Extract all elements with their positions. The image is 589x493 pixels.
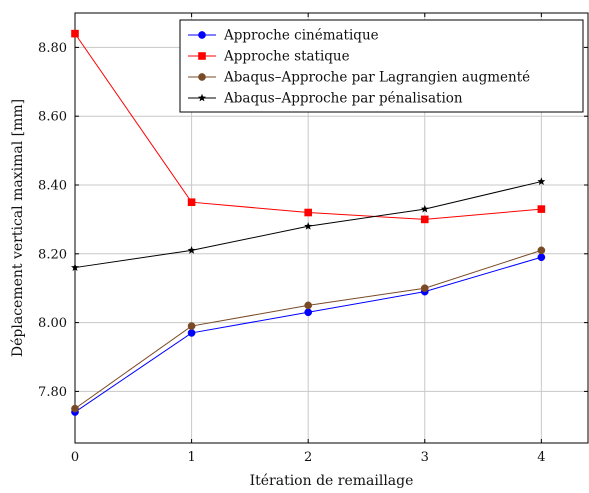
- x-tick-label: 3: [421, 450, 429, 465]
- data-point: [187, 322, 196, 330]
- legend-item: Approche statique: [188, 49, 350, 65]
- legend-item: Approche cinématique: [188, 28, 379, 44]
- y-tick-label: 8.40: [38, 179, 67, 194]
- data-point: [420, 204, 429, 213]
- y-tick-label: 8.00: [38, 316, 67, 331]
- x-axis-label: Itération de remaillage: [250, 473, 414, 489]
- legend-item: Abaqus–Approche par pénalisation: [188, 91, 463, 107]
- legend-marker: [198, 31, 206, 39]
- data-point: [187, 198, 196, 206]
- legend: Approche cinématique Approche statique Aba…: [179, 19, 584, 113]
- data-point: [187, 246, 196, 254]
- data-point: [537, 246, 546, 255]
- data-point: [304, 208, 312, 217]
- y-tick-label: 7.80: [38, 385, 67, 400]
- legend-label: Approche statique: [223, 49, 350, 65]
- legend-box: [179, 19, 584, 113]
- data-point: [537, 253, 546, 262]
- x-axis-ticks: 0 1 2 3 4: [71, 13, 546, 465]
- y-axis-ticks: 7.80 8.00 8.20 8.40 8.60 8.80: [38, 41, 588, 400]
- y-tick-label: 8.60: [38, 110, 67, 125]
- data-point: [71, 29, 79, 38]
- data-point: [187, 329, 196, 337]
- data-point: [537, 177, 546, 185]
- x-tick-label: 1: [187, 450, 195, 465]
- y-tick-label: 8.80: [38, 41, 67, 56]
- data-point: [71, 263, 79, 271]
- legend-marker: [198, 73, 206, 81]
- legend-label: Abaqus–Approche par Lagrangien augmenté: [223, 70, 530, 86]
- y-tick-label: 8.20: [38, 247, 67, 262]
- data-point: [420, 284, 429, 293]
- legend-label: Approche cinématique: [223, 28, 379, 44]
- legend-item: Abaqus–Approche par Lagrangien augmenté: [188, 70, 530, 86]
- legend-label: Abaqus–Approche par pénalisation: [223, 91, 463, 107]
- legend-marker: [198, 52, 206, 60]
- series-1: [71, 29, 546, 224]
- x-tick-label: 2: [304, 450, 312, 465]
- legend-marker: [198, 93, 206, 102]
- plot-frame: [74, 12, 589, 444]
- data-point: [304, 222, 313, 230]
- series-3: [71, 177, 546, 271]
- data-point: [71, 404, 79, 413]
- x-tick-label: 0: [71, 450, 79, 465]
- data-point: [537, 205, 546, 213]
- y-axis-label: Déplacement vertical maximal [mm]: [10, 99, 26, 357]
- series-2: [71, 246, 546, 413]
- data-point: [420, 215, 429, 224]
- data-point: [304, 301, 313, 310]
- x-tick-label: 4: [537, 450, 545, 465]
- series-group: [71, 29, 546, 416]
- data-point: [304, 308, 313, 317]
